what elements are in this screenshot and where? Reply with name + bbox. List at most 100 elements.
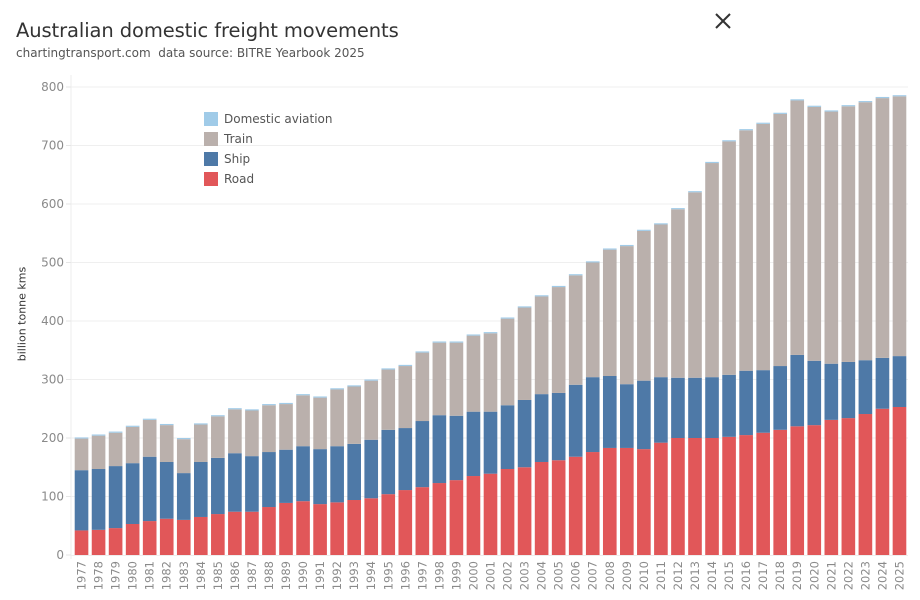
bar-road-1991[interactable] (313, 504, 327, 555)
bar-domestic-aviation-2018[interactable] (773, 112, 788, 114)
bar-train-2024[interactable] (875, 98, 890, 358)
bar-domestic-aviation-1999[interactable] (449, 341, 464, 343)
bar-ship-1986[interactable] (228, 453, 242, 512)
bar-ship-1984[interactable] (193, 461, 208, 517)
bar-train-1988[interactable] (262, 405, 276, 453)
bar-ship-2007[interactable] (585, 377, 600, 453)
bar-road-2015[interactable] (722, 436, 736, 555)
bar-road-1981[interactable] (142, 521, 157, 555)
bar-road-2007[interactable] (585, 452, 600, 555)
bar-road-2006[interactable] (568, 456, 583, 555)
bar-train-1992[interactable] (330, 389, 344, 447)
bar-ship-2005[interactable] (551, 392, 566, 461)
bar-train-2011[interactable] (654, 224, 668, 378)
bar-domestic-aviation-2017[interactable] (756, 122, 770, 124)
bar-road-2011[interactable] (654, 442, 668, 555)
bar-road-2017[interactable] (756, 432, 770, 555)
bar-train-2003[interactable] (517, 307, 532, 400)
bar-domestic-aviation-1980[interactable] (125, 425, 140, 427)
bar-road-2025[interactable] (892, 406, 907, 555)
bar-domestic-aviation-1985[interactable] (211, 415, 225, 417)
bar-domestic-aviation-1983[interactable] (176, 438, 191, 440)
bar-road-1998[interactable] (432, 483, 447, 555)
bar-train-2023[interactable] (858, 102, 873, 361)
bar-ship-1983[interactable] (176, 473, 191, 520)
bar-train-2020[interactable] (807, 106, 822, 361)
bar-domestic-aviation-2024[interactable] (875, 96, 890, 99)
bar-ship-2012[interactable] (671, 377, 685, 438)
bar-train-1991[interactable] (313, 397, 327, 450)
bar-road-1987[interactable] (245, 511, 259, 555)
bar-ship-1996[interactable] (398, 428, 413, 491)
bar-road-1993[interactable] (347, 500, 361, 555)
bar-road-1979[interactable] (108, 528, 123, 555)
bar-domestic-aviation-2007[interactable] (585, 261, 600, 263)
bar-ship-1979[interactable] (108, 466, 123, 529)
bar-ship-2002[interactable] (500, 405, 515, 470)
bar-ship-2020[interactable] (807, 360, 822, 426)
bar-train-2018[interactable] (773, 113, 788, 367)
close-button[interactable] (712, 10, 734, 32)
bar-domestic-aviation-2008[interactable] (602, 248, 617, 250)
bar-road-2013[interactable] (688, 438, 702, 555)
bar-ship-2004[interactable] (534, 394, 549, 462)
bar-road-1989[interactable] (279, 502, 293, 555)
bar-ship-1985[interactable] (211, 457, 225, 515)
legend-item-domestic-aviation[interactable]: Domestic aviation (204, 109, 333, 129)
bar-train-1981[interactable] (142, 419, 157, 457)
bar-ship-2013[interactable] (688, 377, 702, 438)
bar-road-1988[interactable] (262, 507, 276, 555)
bar-domestic-aviation-1979[interactable] (108, 431, 123, 433)
bar-ship-2021[interactable] (824, 363, 839, 420)
legend-item-ship[interactable]: Ship (204, 149, 333, 169)
bar-ship-1981[interactable] (142, 456, 157, 522)
bar-road-2009[interactable] (620, 447, 634, 555)
bar-train-1996[interactable] (398, 366, 413, 429)
bar-train-2019[interactable] (790, 100, 805, 355)
bar-train-2015[interactable] (722, 141, 736, 375)
bar-domestic-aviation-1998[interactable] (432, 341, 447, 343)
bar-domestic-aviation-2014[interactable] (705, 161, 719, 164)
bar-train-1979[interactable] (108, 432, 123, 467)
bar-ship-2016[interactable] (739, 370, 753, 436)
bar-road-2012[interactable] (671, 438, 685, 555)
bar-domestic-aviation-2022[interactable] (841, 105, 856, 107)
bar-train-1993[interactable] (347, 386, 361, 444)
bar-road-1994[interactable] (364, 498, 379, 555)
bar-train-1980[interactable] (125, 426, 140, 464)
bar-ship-2018[interactable] (773, 366, 788, 430)
bar-train-1984[interactable] (193, 424, 208, 462)
bar-domestic-aviation-2020[interactable] (807, 105, 822, 107)
bar-road-2008[interactable] (602, 447, 617, 555)
bar-domestic-aviation-1990[interactable] (296, 394, 310, 396)
bar-domestic-aviation-2009[interactable] (620, 244, 634, 247)
bar-ship-2025[interactable] (892, 356, 907, 407)
bar-ship-2010[interactable] (637, 380, 651, 450)
bar-ship-2019[interactable] (790, 354, 805, 427)
bar-ship-2014[interactable] (705, 377, 719, 438)
bar-road-2004[interactable] (534, 461, 549, 555)
bar-train-2009[interactable] (620, 246, 634, 385)
bar-ship-1994[interactable] (364, 439, 379, 499)
bar-domestic-aviation-2011[interactable] (654, 223, 668, 225)
bar-train-1989[interactable] (279, 404, 293, 450)
bar-domestic-aviation-2025[interactable] (892, 95, 907, 97)
bar-ship-1995[interactable] (381, 429, 396, 495)
bar-domestic-aviation-2023[interactable] (858, 101, 873, 103)
bar-train-1990[interactable] (296, 395, 310, 447)
bar-train-2014[interactable] (705, 163, 719, 378)
bar-road-2020[interactable] (807, 425, 822, 555)
bar-ship-1999[interactable] (449, 415, 464, 481)
bar-train-1995[interactable] (381, 369, 396, 430)
bar-road-2021[interactable] (824, 419, 839, 555)
bar-road-2001[interactable] (483, 473, 498, 555)
bar-domestic-aviation-2012[interactable] (671, 208, 685, 210)
bar-ship-1982[interactable] (159, 461, 174, 519)
bar-road-1996[interactable] (398, 490, 413, 555)
bar-domestic-aviation-2003[interactable] (517, 306, 532, 308)
bar-ship-1991[interactable] (313, 449, 327, 505)
bar-ship-2022[interactable] (841, 361, 856, 419)
bar-road-2014[interactable] (705, 438, 719, 555)
bar-train-2006[interactable] (568, 275, 583, 385)
bar-road-2019[interactable] (790, 426, 805, 555)
